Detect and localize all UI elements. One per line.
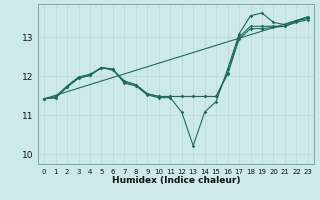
X-axis label: Humidex (Indice chaleur): Humidex (Indice chaleur) xyxy=(112,176,240,185)
